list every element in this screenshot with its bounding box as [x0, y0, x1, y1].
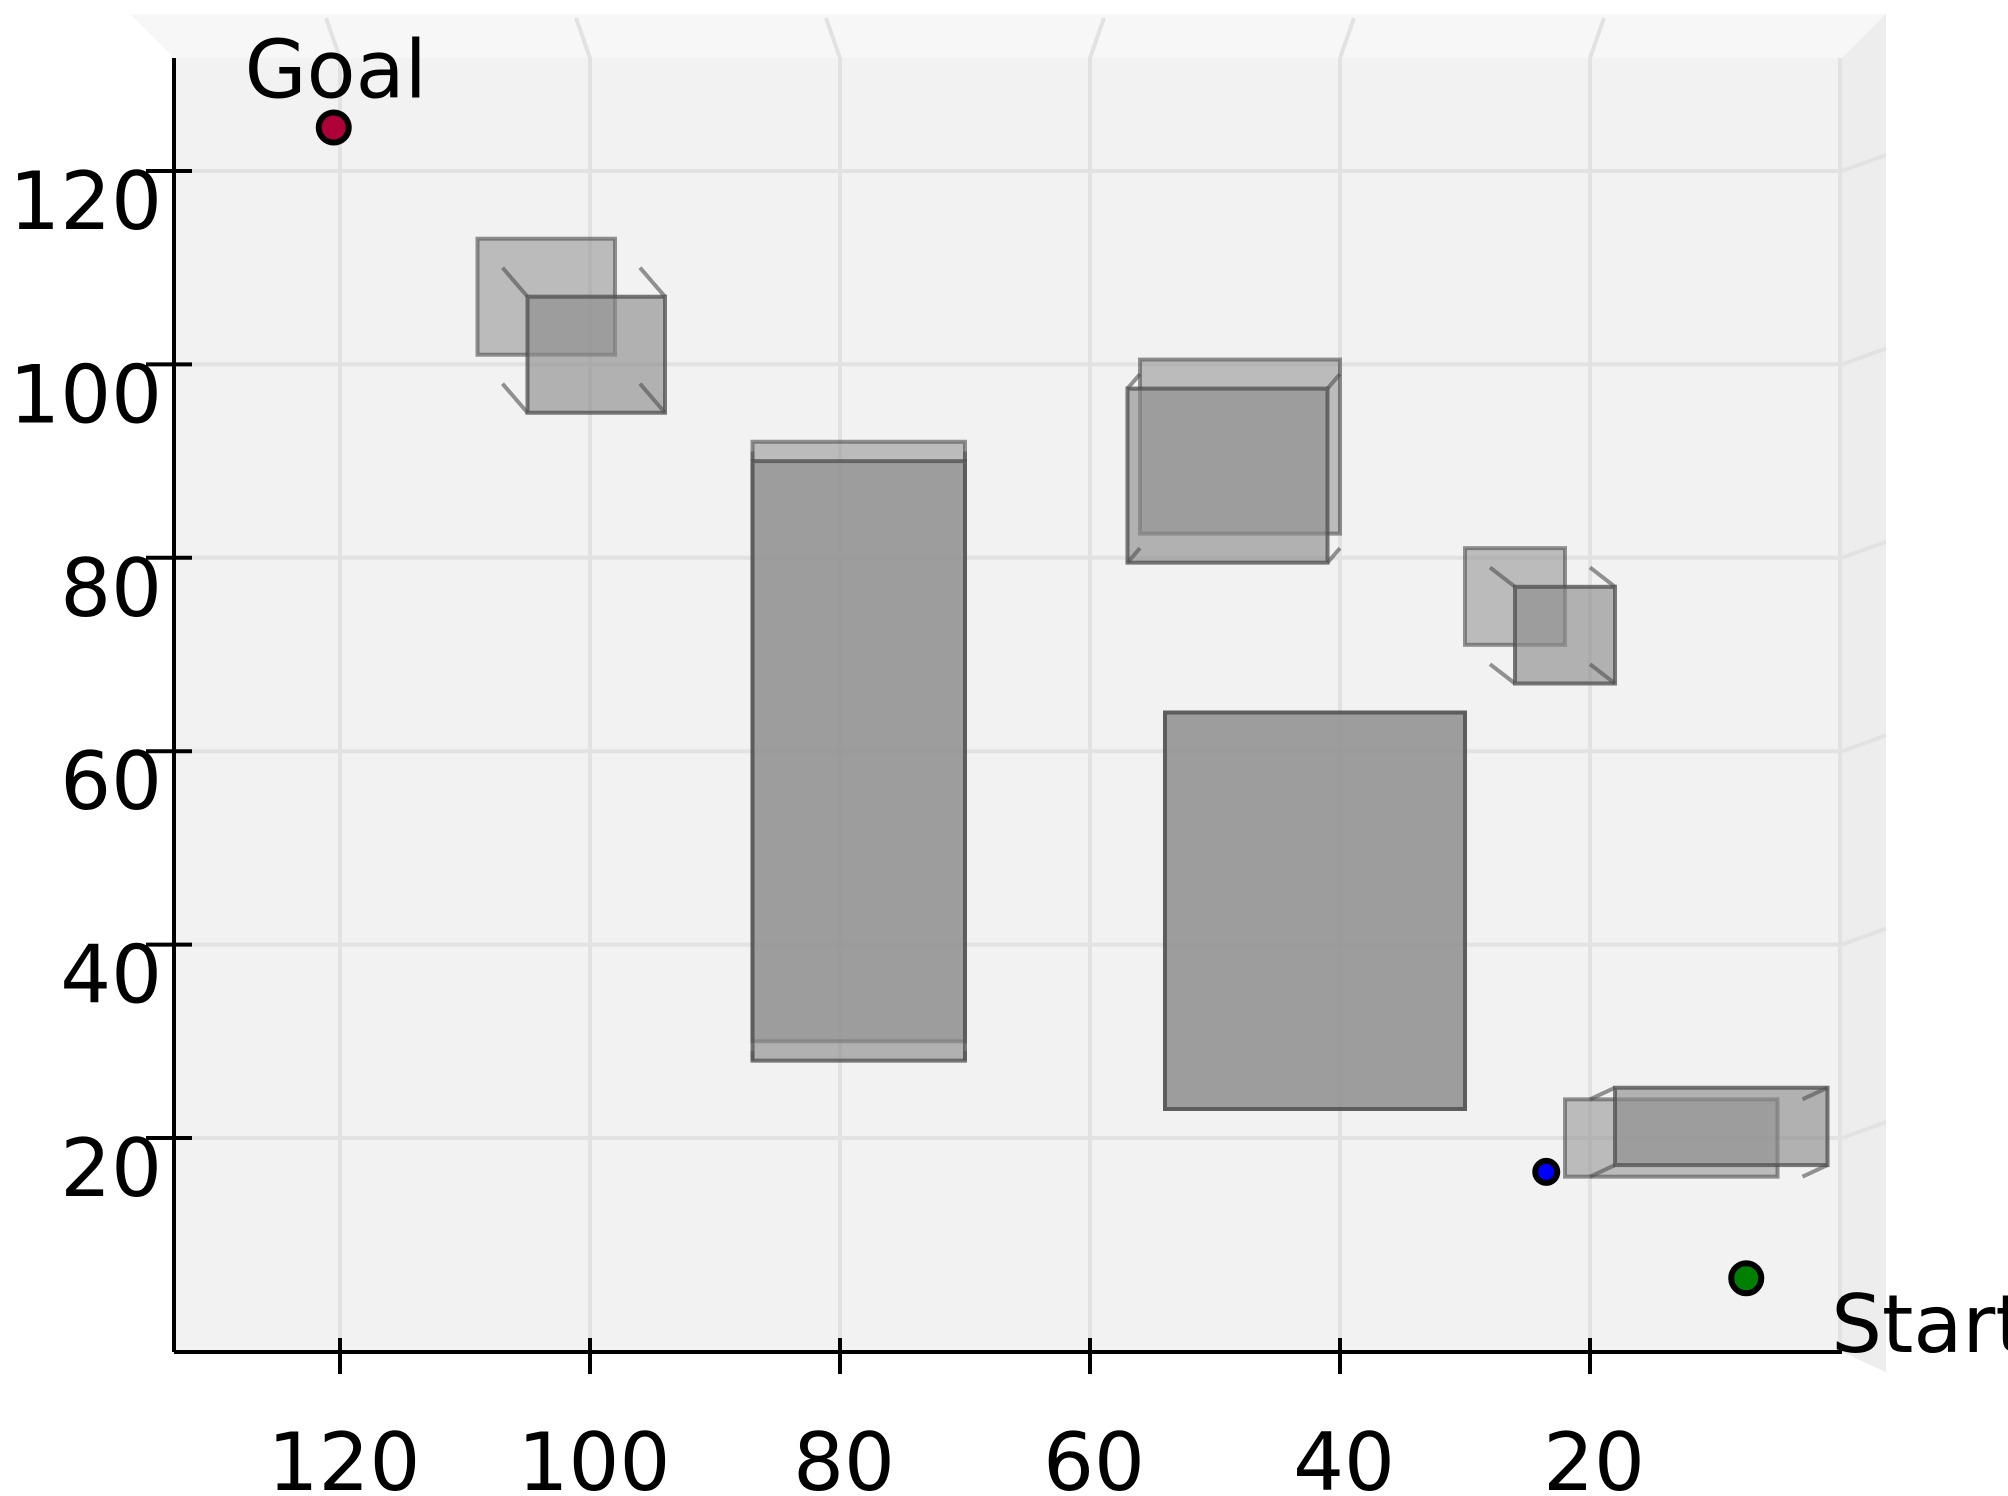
x-tick-label: 60 — [1043, 1416, 1145, 1496]
point-start — [1728, 1260, 1765, 1297]
pane-side-strip — [1842, 14, 1886, 1372]
obstacle-edge — [1488, 662, 1517, 686]
x-gridline-perspective — [1088, 17, 1106, 59]
obstacle-edge — [1125, 546, 1142, 564]
y-gridline-perspective — [1841, 539, 1887, 560]
x-tick-label: 80 — [793, 1416, 895, 1496]
x-tick-label: 100 — [518, 1416, 671, 1496]
obstacle-edge — [1589, 1163, 1616, 1179]
obstacle-edge — [1588, 565, 1617, 589]
obstacle-box — [750, 439, 967, 1063]
point-waypoint — [1532, 1157, 1561, 1186]
y-tick-label: 100 — [9, 348, 162, 441]
obstacle-front-face — [1613, 1085, 1830, 1168]
obstacle-edge — [1125, 372, 1142, 390]
x-gridline-perspective — [824, 17, 842, 59]
obstacle-edge — [1325, 372, 1342, 390]
point-layer — [315, 109, 1765, 1297]
x-gridline-perspective — [1588, 17, 1606, 59]
obstacle-edge — [1588, 662, 1617, 686]
y-gridline-perspective — [1841, 733, 1887, 754]
x-tick-label: 40 — [1293, 1416, 1395, 1496]
y-gridline-perspective — [1841, 153, 1887, 173]
obstacle-front-face — [1163, 710, 1467, 1111]
obstacle-edge — [1488, 565, 1517, 589]
obstacle-box — [1125, 357, 1342, 565]
y-gridline-perspective — [1841, 926, 1887, 947]
annotation-goal: Goal — [245, 23, 427, 116]
x-gridline-perspective — [574, 17, 592, 59]
axis-layer — [146, 58, 1842, 1374]
obstacle-box — [1463, 546, 1617, 686]
obstacle-front-face — [750, 459, 967, 1063]
label-layer: 120 100 80 60 40 20 120 100 80 60 40 20 Goal Start — [9, 23, 2008, 1496]
y-tick-label: 80 — [60, 542, 162, 635]
x-gridline-perspective — [1338, 17, 1356, 59]
y-gridline-perspective — [1841, 1120, 1887, 1140]
y-tick-label: 120 — [9, 155, 162, 248]
obstacle-edge — [1801, 1085, 1829, 1102]
x-tick-label: 120 — [268, 1416, 421, 1496]
obstacle-edge — [1325, 546, 1342, 564]
annotation-start: Start — [1831, 1278, 2008, 1371]
obstacle-layer — [475, 236, 1830, 1179]
obstacle-edge — [500, 382, 530, 415]
obstacle-edge — [500, 266, 530, 299]
y-tick-label: 60 — [60, 735, 162, 828]
obstacle-front-face — [1125, 386, 1330, 565]
y-tick-label: 40 — [60, 929, 162, 1022]
obstacle-box — [1563, 1085, 1830, 1179]
obstacle-edge — [638, 382, 667, 415]
obstacle-front-face — [1513, 584, 1617, 686]
obstacle-box — [475, 236, 667, 415]
obstacle-edge — [1589, 1085, 1616, 1102]
x-tick-label: 20 — [1543, 1416, 1645, 1496]
obstacle-box — [1163, 710, 1467, 1111]
obstacle-edge — [1801, 1163, 1829, 1179]
pane-top-strip — [130, 14, 1886, 58]
y-gridline-perspective — [1841, 346, 1887, 367]
x-gridline-perspective — [324, 17, 342, 59]
obstacle-edge — [638, 266, 667, 299]
y-tick-label: 20 — [60, 1122, 162, 1215]
obstacle-front-face — [525, 294, 667, 415]
point-goal — [315, 109, 352, 146]
